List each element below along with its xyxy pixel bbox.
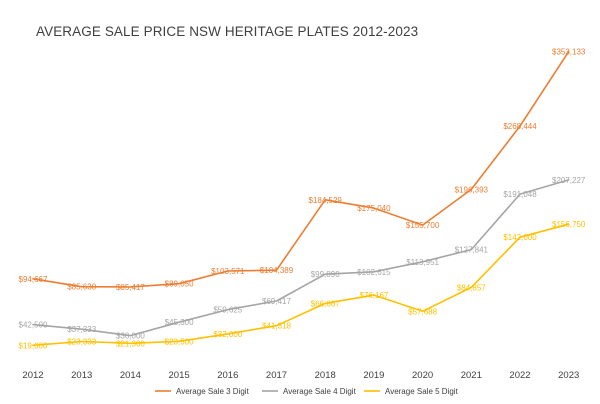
series-3-digit-data-label: $94,667 xyxy=(19,275,48,284)
series-5-digit-data-label: $84,857 xyxy=(457,283,486,292)
series-3-digit-data-label: $104,389 xyxy=(260,266,294,275)
series-4-digit-data-label: $207,227 xyxy=(552,176,586,185)
x-tick-label: 2023 xyxy=(558,370,579,381)
series-5-digit-data-label: $142,000 xyxy=(503,233,537,242)
series-5-digit-data-label: $23,333 xyxy=(67,338,96,347)
series-3-digit-data-label: $353,133 xyxy=(552,48,586,57)
series-5-digit-legend-label: Average Sale 5 Digit xyxy=(385,387,459,396)
x-tick-label: 2017 xyxy=(266,370,287,381)
x-tick-label: 2020 xyxy=(412,370,433,381)
series-5-digit-data-label: $23,500 xyxy=(165,337,194,346)
series-4-digit-data-label: $99,890 xyxy=(311,270,340,279)
x-tick-label: 2018 xyxy=(315,370,336,381)
series-5-digit-data-label: $66,667 xyxy=(311,299,340,308)
series-3-digit-line xyxy=(32,50,570,288)
series-3-digit-data-label: $85,630 xyxy=(67,283,96,292)
series-3-digit-data-label: $268,444 xyxy=(503,122,537,131)
x-tick-label: 2012 xyxy=(22,370,43,381)
x-tick-label: 2013 xyxy=(71,370,92,381)
series-4-digit-line xyxy=(32,179,570,337)
series-5-digit-data-label: $57,688 xyxy=(408,307,437,316)
legend: Average Sale 3 Digit Average Sale 4 Digit… xyxy=(155,387,459,396)
series-3-digit-data-label: $175,040 xyxy=(357,204,391,213)
series-4-digit-data-label: $45,300 xyxy=(165,318,194,327)
series-4-digit-data-label: $191,048 xyxy=(503,190,537,199)
series-4-digit-data-label: $102,615 xyxy=(357,268,391,277)
series-3-digit-data-label: $155,700 xyxy=(406,221,440,230)
series-4-digit-data-label: $30,000 xyxy=(116,332,145,341)
chart-title: AVERAGE SALE PRICE NSW HERITAGE PLATES 2… xyxy=(36,24,418,39)
series-4-digit-data-label: $42,500 xyxy=(19,321,48,330)
series-5-digit-data-label: $41,318 xyxy=(262,322,291,331)
x-tick-label: 2021 xyxy=(461,370,482,381)
series-3-digit-data-label: $196,393 xyxy=(455,185,489,194)
x-tick-label: 2015 xyxy=(169,370,190,381)
series-4-digit-data-label: $59,625 xyxy=(213,306,242,315)
x-tick-label: 2014 xyxy=(120,370,141,381)
series-3-digit-data-label: $103,571 xyxy=(211,267,245,276)
series-4-digit-data-label: $37,333 xyxy=(67,325,96,334)
x-tick-label: 2016 xyxy=(217,370,238,381)
series-5-digit-data-label: $19,000 xyxy=(19,341,48,350)
series-4-digit-data-label: $127,841 xyxy=(455,246,489,255)
series-3-digit-data-label: $89,050 xyxy=(165,280,194,289)
plot-area: $94,667 $85,630 $85,417 $89,050 $103,571 $104… xyxy=(19,48,586,351)
series-3-digit-legend-label: Average Sale 3 Digit xyxy=(176,387,250,396)
series-5-digit-data-label: $156,750 xyxy=(552,220,586,229)
series-4-digit-legend-label: Average Sale 4 Digit xyxy=(283,387,357,396)
series-5-digit-line xyxy=(32,223,570,347)
series-5-digit-data-label: $76,167 xyxy=(359,291,388,300)
series-5-digit-data-label: $32,000 xyxy=(213,330,242,339)
series-5-digit-data-label: $21,300 xyxy=(116,339,145,348)
series-4-digit-data-label: $69,417 xyxy=(262,297,291,306)
series-3-digit-data-label: $85,417 xyxy=(116,283,145,292)
series-3-digit-data-label: $184,529 xyxy=(309,196,343,205)
x-axis: 2012 2013 2014 2015 2016 2017 2018 2019 2020 2021… xyxy=(22,370,579,381)
x-tick-label: 2019 xyxy=(363,370,384,381)
series-4-digit-data-label: $113,951 xyxy=(406,258,439,267)
x-tick-label: 2022 xyxy=(509,370,530,381)
